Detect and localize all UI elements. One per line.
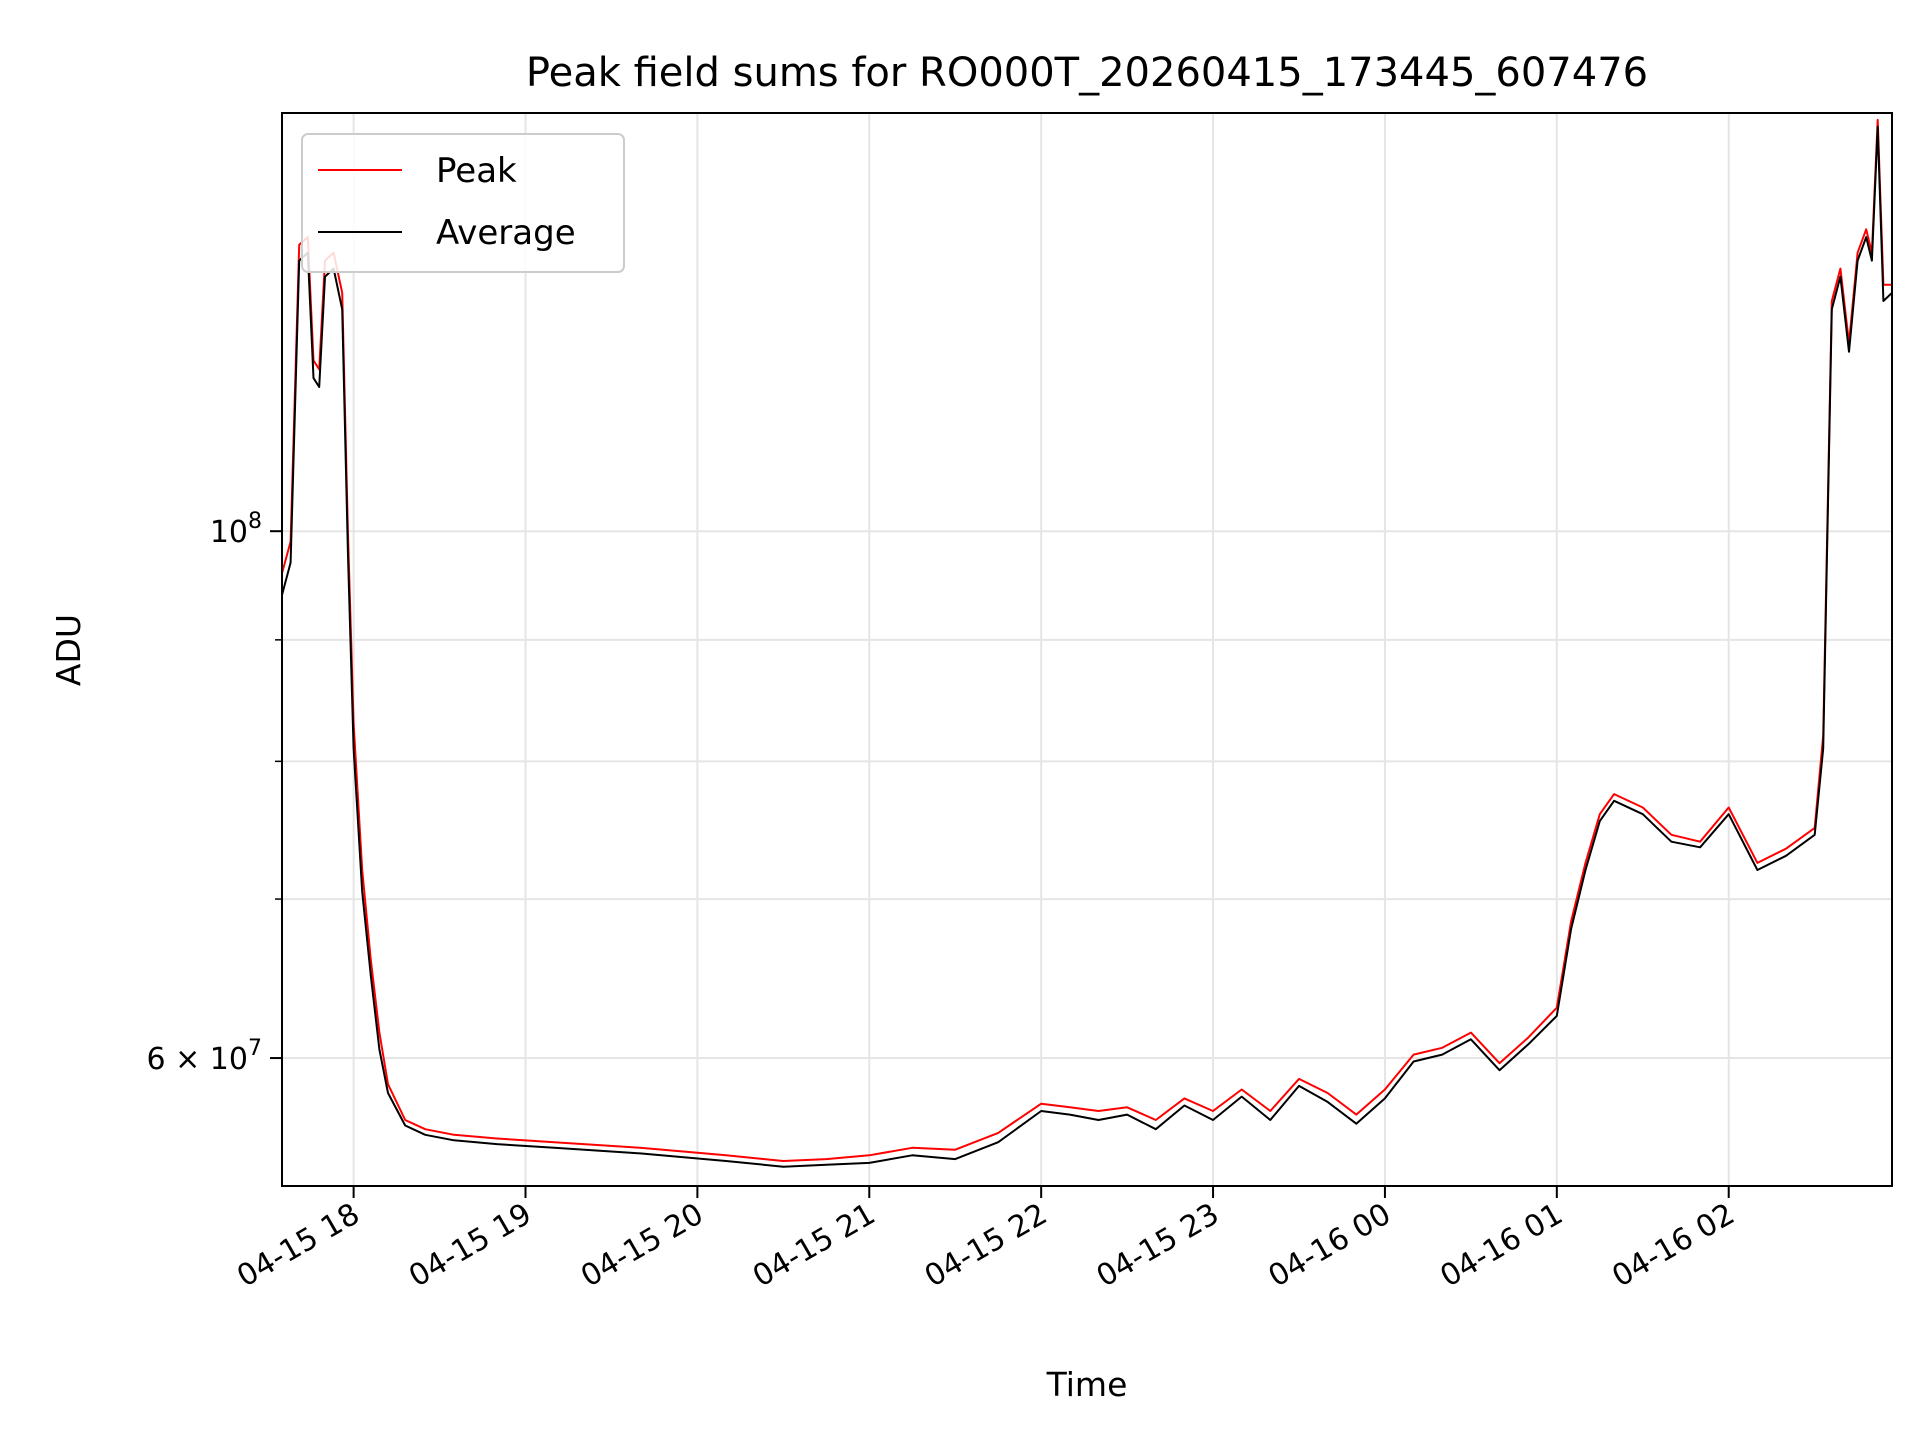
y-tick-label: 108: [210, 509, 262, 550]
y-axis-label: ADU: [49, 614, 88, 686]
y-axis: 108 6 × 107: [147, 509, 282, 1077]
chart-title: Peak field sums for RO000T_20260415_1734…: [526, 50, 1648, 96]
series-layer: [281, 118, 1893, 1168]
y-tick-base: 10: [210, 515, 248, 550]
y-tick-base: 6 × 10: [147, 1042, 248, 1077]
y-tick-exponent: 8: [248, 509, 262, 534]
series-line-peak: [281, 118, 1892, 1162]
x-axis-label: Time: [1046, 1365, 1128, 1404]
series-line-average: [281, 125, 1893, 1168]
legend-box: [301, 133, 625, 273]
legend-label-average: Average: [436, 213, 576, 253]
y-tick-exponent: 7: [248, 1036, 262, 1061]
y-tick-label: 6 × 107: [147, 1036, 262, 1077]
grid: [282, 113, 1892, 1186]
legend: Peak Average: [301, 133, 625, 273]
legend-label-peak: Peak: [436, 151, 517, 191]
plot-frame: [281, 112, 1893, 1187]
